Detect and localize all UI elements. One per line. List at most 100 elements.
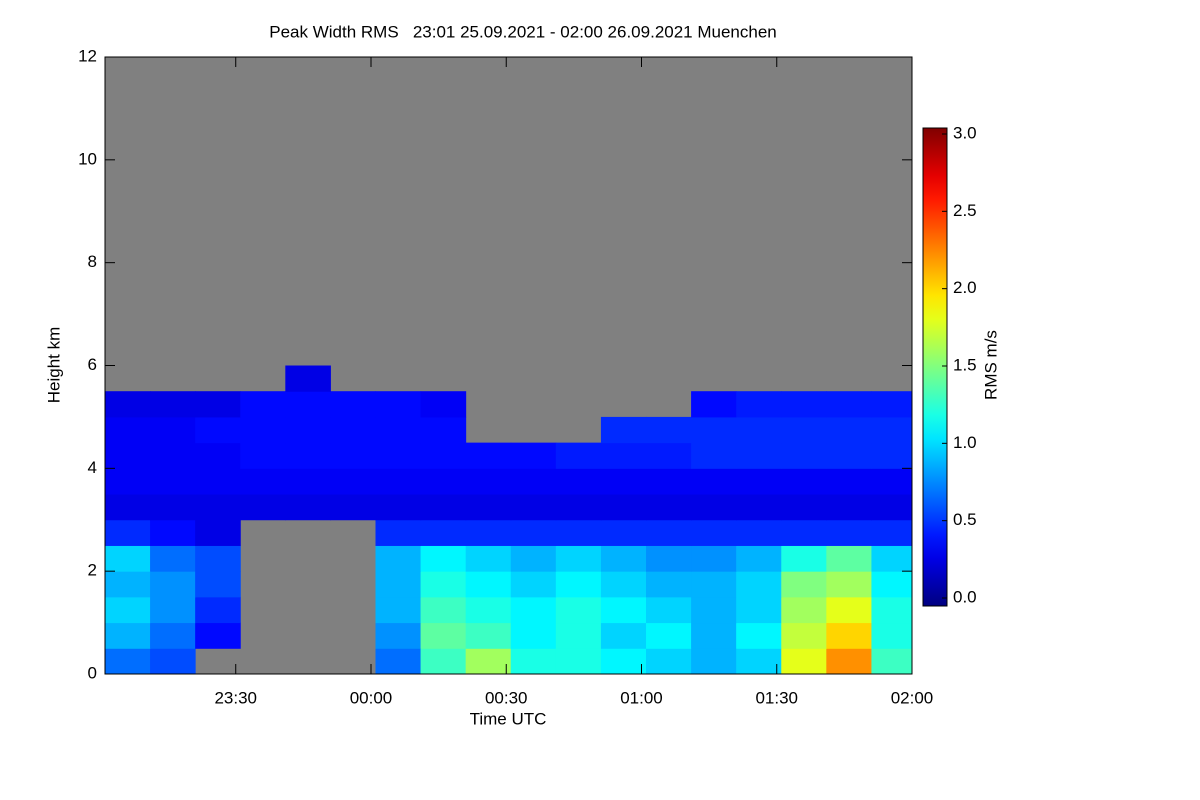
heat-cell	[510, 442, 557, 469]
heat-cell	[465, 648, 512, 675]
colorbar-tick-label: 2.5	[953, 201, 977, 220]
heat-cell	[781, 622, 827, 649]
heat-cell	[600, 416, 647, 444]
heat-cell	[150, 391, 196, 418]
heat-cell	[691, 468, 737, 495]
heat-cell	[781, 468, 827, 495]
heat-cell	[826, 571, 872, 598]
colorbar-tick-label: 1.5	[953, 355, 977, 374]
y-tick-label: 8	[88, 252, 97, 271]
heat-cell	[195, 391, 241, 418]
heat-cell	[691, 596, 737, 624]
heat-cell	[330, 442, 377, 469]
heat-cell	[375, 442, 422, 469]
heat-cell	[691, 442, 737, 469]
heat-cell	[646, 416, 692, 444]
heat-cell	[600, 468, 647, 495]
heat-cell	[150, 442, 196, 469]
y-tick-label: 6	[88, 355, 97, 374]
heat-cell	[375, 494, 422, 521]
heat-cell	[510, 622, 557, 649]
colorbar-tick-label: 0.5	[953, 510, 977, 529]
heat-cell	[646, 468, 692, 495]
heat-cell	[240, 468, 286, 495]
heat-cell	[826, 391, 872, 418]
heat-cell	[691, 391, 737, 418]
heat-cell	[600, 519, 647, 546]
heat-cell	[781, 442, 827, 469]
heat-cell	[736, 648, 782, 675]
heat-cell	[420, 622, 467, 649]
heat-cell	[420, 545, 467, 572]
heat-cell	[826, 622, 872, 649]
colorbar-tick-label: 3.0	[953, 123, 977, 142]
heat-cell	[510, 545, 557, 572]
heat-cell	[691, 416, 737, 444]
colorbar-tick-label: 2.0	[953, 278, 977, 297]
heat-cell	[150, 545, 196, 572]
heat-cell	[240, 494, 286, 521]
heat-cell	[330, 468, 377, 495]
heat-cell	[781, 571, 827, 598]
heat-cell	[871, 622, 913, 649]
heat-cell	[781, 596, 827, 624]
heat-cell	[105, 648, 151, 675]
heat-cell	[736, 391, 782, 418]
y-tick-label: 12	[78, 46, 97, 65]
heat-cell	[781, 519, 827, 546]
heat-cell	[195, 571, 241, 598]
heat-cell	[105, 442, 151, 469]
heat-cell	[691, 519, 737, 546]
heat-cell	[420, 468, 467, 495]
heat-cell	[375, 468, 422, 495]
heat-cell	[375, 648, 422, 675]
colorbar	[922, 127, 948, 607]
heat-cell	[195, 468, 241, 495]
heat-cell	[150, 596, 196, 624]
heat-cell	[826, 596, 872, 624]
heat-cell	[646, 519, 692, 546]
heat-cell	[195, 494, 241, 521]
heat-cell	[465, 519, 512, 546]
heat-cell	[510, 494, 557, 521]
heat-cell	[871, 596, 913, 624]
heat-cell	[646, 596, 692, 624]
heat-cell	[871, 468, 913, 495]
heat-cell	[736, 468, 782, 495]
heat-cell	[871, 416, 913, 444]
heat-cell	[105, 596, 151, 624]
heat-cell	[105, 545, 151, 572]
heat-cell	[555, 519, 602, 546]
heat-cell	[871, 648, 913, 675]
heat-cell	[420, 494, 467, 521]
heat-cell	[375, 519, 422, 546]
heat-cell	[420, 442, 467, 469]
heat-cell	[285, 391, 331, 418]
heat-cell	[150, 571, 196, 598]
x-tick-label: 01:00	[620, 688, 663, 707]
heat-cell	[510, 571, 557, 598]
y-axis-label: Height km	[44, 327, 63, 404]
heat-cell	[781, 416, 827, 444]
heat-cell	[691, 545, 737, 572]
heat-cell	[105, 391, 151, 418]
heat-cell	[646, 648, 692, 675]
heat-cell	[871, 519, 913, 546]
heat-cell	[736, 442, 782, 469]
colorbar-tick-label: 0.0	[953, 587, 977, 606]
heat-cell	[736, 494, 782, 521]
heat-cell	[420, 571, 467, 598]
heat-cell	[420, 391, 467, 418]
heat-cell	[826, 519, 872, 546]
heat-cell	[375, 571, 422, 598]
heat-cell	[330, 494, 377, 521]
heat-cell	[150, 519, 196, 546]
heat-cell	[195, 622, 241, 649]
y-tick-label: 4	[88, 458, 97, 477]
heat-cell	[555, 545, 602, 572]
heat-cell	[510, 468, 557, 495]
heat-cell	[420, 519, 467, 546]
heat-cell	[465, 468, 512, 495]
heat-cell	[510, 519, 557, 546]
heat-cell	[195, 545, 241, 572]
